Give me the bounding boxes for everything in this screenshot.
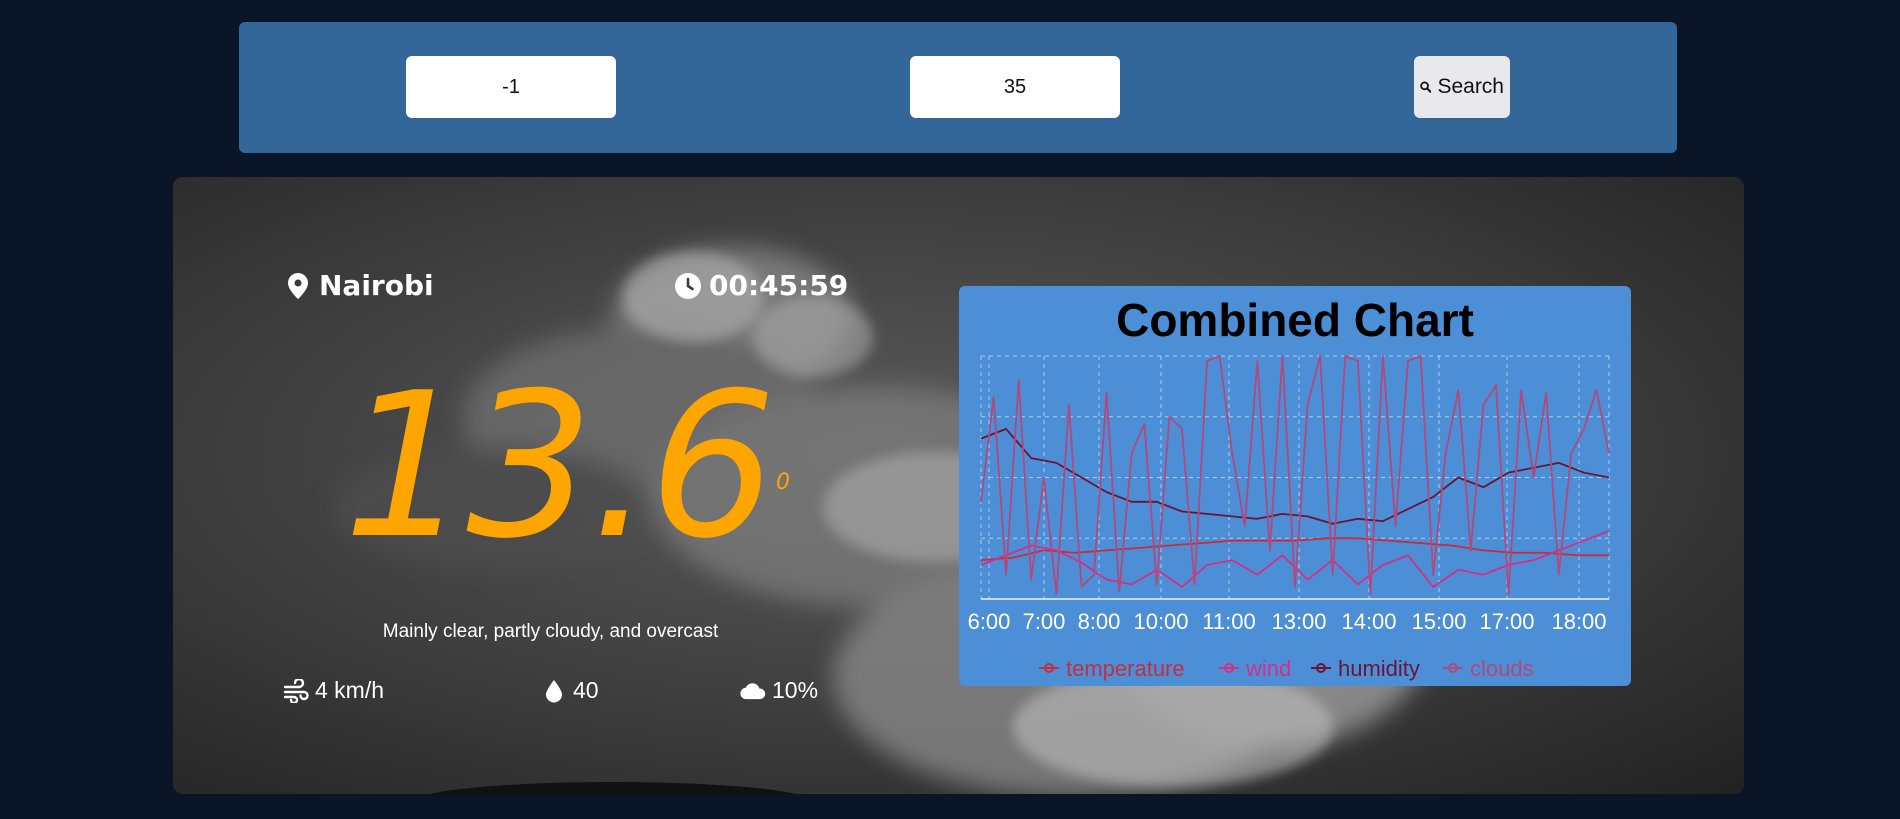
chart-legend-label: humidity — [1338, 656, 1420, 681]
search-icon — [1420, 81, 1432, 93]
chart-x-tick-label: 14:00 — [1341, 609, 1396, 634]
chart-x-axis: 6:00 7:00 8:00 10:00 11:00 13:00 14:00 15:00 17:… — [968, 609, 1607, 634]
chart-legend: temperature wind humidity clouds — [1039, 656, 1534, 681]
time-label: 00:45:59 — [675, 269, 848, 302]
location-name: Nairobi — [319, 269, 434, 302]
wind-icon — [283, 678, 309, 703]
chart-series-line-temperature — [980, 537, 1609, 561]
chart-x-tick-label: 18:00 — [1551, 609, 1606, 634]
location-label: Nairobi — [285, 269, 434, 302]
chart-legend-label: temperature — [1066, 656, 1185, 681]
chart-x-tick-label: 8:00 — [1078, 609, 1121, 634]
chart-legend-marker — [1224, 663, 1234, 673]
humidity-value: 40 — [573, 677, 599, 703]
droplet-icon — [546, 679, 562, 702]
chart-legend-marker — [1044, 663, 1054, 673]
longitude-input[interactable] — [910, 56, 1120, 118]
chart-x-tick-label: 6:00 — [968, 609, 1011, 634]
chart-legend-marker — [1448, 663, 1458, 673]
search-button-label: Search — [1437, 75, 1504, 98]
chart-legend-marker — [1316, 663, 1326, 673]
chart-legend-item-humidity: humidity — [1311, 656, 1420, 681]
chart-series-line-clouds — [980, 355, 1610, 595]
chart-legend-label: wind — [1245, 656, 1291, 681]
map-pin-icon — [288, 272, 308, 299]
chart-x-tick-label: 11:00 — [1202, 609, 1255, 634]
chart-legend-label: clouds — [1470, 656, 1534, 681]
search-bar: Search — [239, 22, 1677, 153]
chart-series-line-wind — [980, 530, 1610, 588]
current-time: 00:45:59 — [709, 269, 849, 302]
temperature-value: 13.6 — [343, 350, 776, 583]
chart-series — [980, 355, 1610, 595]
chart-x-tick-label: 15:00 — [1411, 609, 1466, 634]
chart-series-line-humidity — [980, 428, 1610, 525]
clouds-value: 10% — [772, 677, 819, 703]
wind-stat: 4 km/h — [283, 677, 384, 704]
weather-condition: Mainly clear, partly cloudy, and overcas… — [382, 621, 719, 642]
latitude-input[interactable] — [406, 56, 616, 118]
degree-mark: 0 — [776, 470, 790, 495]
weather-card: Nairobi 00:45:59 13.6 0 Mainly clear, pa… — [173, 177, 1744, 794]
cloud-icon — [740, 682, 766, 699]
chart-title: Combined Chart — [1116, 294, 1474, 346]
humidity-stat: 40 — [541, 677, 599, 704]
combined-chart: Combined Chart 6:00 7:00 8:00 10:00 11:00 13:… — [959, 286, 1631, 686]
chart-legend-item-wind: wind — [1219, 656, 1291, 681]
chart-legend-item-temperature: temperature — [1039, 656, 1185, 681]
chart-legend-item-clouds: clouds — [1443, 656, 1534, 681]
wind-value: 4 km/h — [315, 677, 385, 703]
chart-x-tick-label: 7:00 — [1023, 609, 1066, 634]
chart-canvas: Combined Chart 6:00 7:00 8:00 10:00 11:00 13:… — [968, 294, 1610, 681]
search-button[interactable]: Search — [1414, 56, 1510, 118]
clock-icon — [675, 272, 701, 299]
chart-x-tick-label: 10:00 — [1133, 609, 1188, 634]
chart-x-tick-label: 17:00 — [1479, 609, 1534, 634]
chart-x-tick-label: 13:00 — [1271, 609, 1326, 634]
clouds-stat: 10% — [740, 677, 818, 704]
